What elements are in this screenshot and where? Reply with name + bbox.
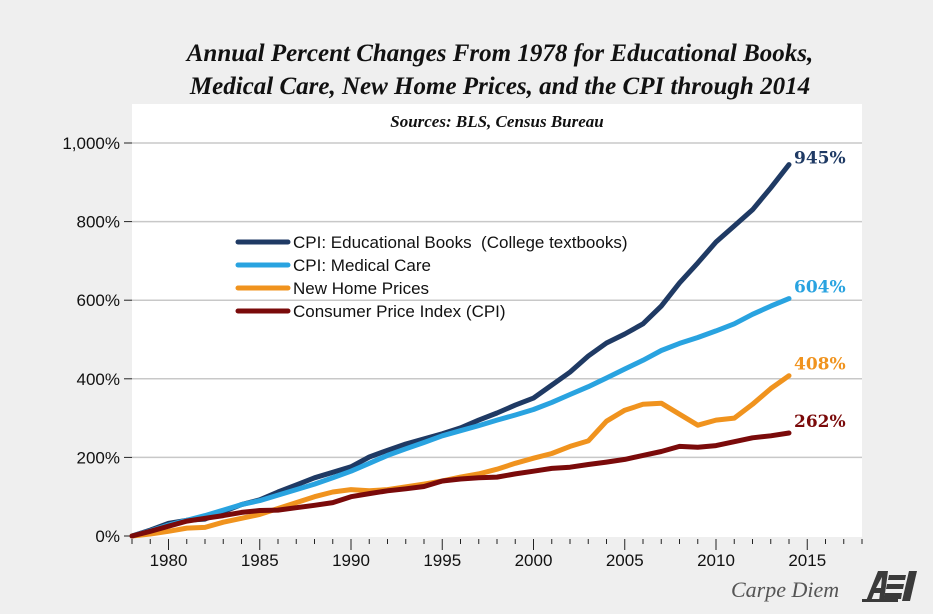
x-tick-label: 2005 <box>606 551 644 570</box>
y-tick-label: 800% <box>77 213 120 232</box>
x-tick-label: 1990 <box>332 551 370 570</box>
x-tick-label: 1985 <box>241 551 279 570</box>
chart-title-line-2: Medical Care, New Home Prices, and the C… <box>189 73 811 100</box>
series-line-1 <box>129 296 792 539</box>
legend-label-2: New Home Prices <box>293 279 429 298</box>
chart-title-line-1: Annual Percent Changes From 1978 for Edu… <box>186 40 814 67</box>
y-axis: 0% 200% 400% 600% 800% 1,000% <box>62 134 132 546</box>
chart-title: Annual Percent Changes From 1978 for Edu… <box>0 37 933 103</box>
y-tick-label: 400% <box>77 370 120 389</box>
end-label-0: 945% <box>794 149 846 169</box>
series-line-3 <box>129 430 792 539</box>
legend-label-3: Consumer Price Index (CPI) <box>293 302 506 321</box>
x-tick-label: 1995 <box>423 551 461 570</box>
end-label-2: 408% <box>794 355 846 375</box>
y-tick-label: 1,000% <box>62 134 120 153</box>
x-tick-label: 2015 <box>788 551 826 570</box>
legend-label-0: CPI: Educational Books (College textbook… <box>293 233 628 252</box>
legend-label-1: CPI: Medical Care <box>293 256 431 275</box>
x-tick-label: 1980 <box>150 551 188 570</box>
chart-subtitle: Sources: BLS, Census Bureau <box>390 112 604 131</box>
end-labels: 945% 604% 408% 262% <box>794 149 846 432</box>
series-lines <box>129 162 792 539</box>
aei-logo-icon <box>862 571 917 602</box>
legend: CPI: Educational Books (College textbook… <box>235 233 628 321</box>
carpe-diem-brand: Carpe Diem <box>731 577 840 602</box>
y-tick-label: 0% <box>95 527 120 546</box>
y-tick-label: 200% <box>77 448 120 467</box>
gridlines <box>132 142 862 459</box>
end-label-3: 262% <box>794 412 846 432</box>
x-tick-label: 2000 <box>515 551 553 570</box>
x-tick-label: 2010 <box>697 551 735 570</box>
x-axis: 1980 1985 1990 1995 2000 2005 2010 2015 <box>131 539 863 570</box>
y-tick-label: 600% <box>77 291 120 310</box>
end-label-1: 604% <box>794 278 846 298</box>
